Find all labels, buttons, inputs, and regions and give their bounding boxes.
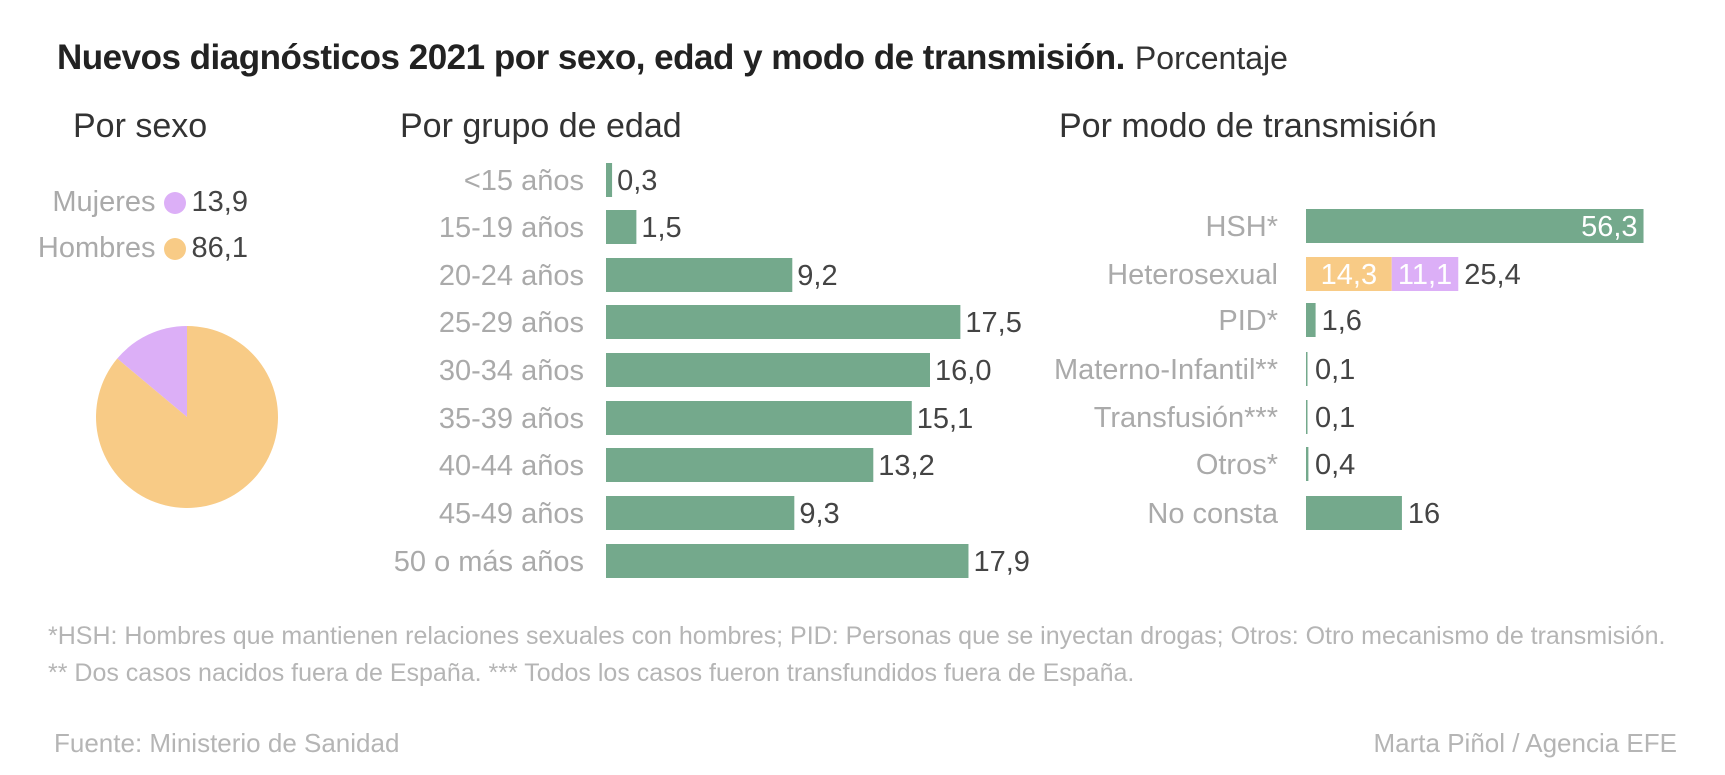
age-value-label: 1,5 — [641, 212, 681, 244]
transmission-bar-segment — [1306, 303, 1316, 337]
transmission-bar-segment — [1306, 209, 1644, 243]
transmission-category-label: Heterosexual — [1107, 259, 1278, 291]
legend-label: Hombres — [37, 232, 156, 264]
transmission-category-label: Materno-Infantil** — [1054, 354, 1278, 386]
age-bar — [606, 305, 961, 339]
age-bar — [606, 401, 912, 435]
transmission-value-label: 0,1 — [1315, 402, 1355, 434]
chart-title-unit: Porcentaje — [1134, 40, 1288, 76]
source-note: Fuente: Ministerio de Sanidad — [54, 728, 400, 758]
bar-charts: <15 años 0,3 15-19 años 1,5 20-24 años 9,2 25-… — [394, 163, 1644, 578]
age-bar — [606, 210, 637, 244]
transmission-panel-title: Por modo de transmisión — [1059, 107, 1437, 145]
transmission-category-label: No consta — [1147, 498, 1278, 530]
pie-slice-mujeres — [117, 326, 187, 417]
transmission-bar-segment — [1391, 257, 1459, 291]
transmission-value-label: 56,3 — [1581, 211, 1637, 243]
note-line-1: *HSH: Hombres que mantienen relaciones s… — [48, 622, 1666, 650]
sex-panel-title: Por sexo — [73, 107, 208, 145]
age-category-label: 25-29 años — [439, 307, 584, 339]
legend-value: 13,9 — [191, 186, 248, 218]
age-bar — [606, 448, 874, 482]
age-value-label: 17,9 — [973, 546, 1029, 578]
transmission-bar-segment — [1306, 352, 1308, 386]
age-bar — [606, 544, 969, 578]
age-category-label: 45-49 años — [439, 498, 584, 530]
transmission-category-label: HSH* — [1205, 211, 1278, 243]
chart-title: Nuevos diagnósticos 2021 por sexo, edad … — [57, 38, 1288, 78]
transmission-value-label: 0,1 — [1315, 354, 1355, 386]
age-value-label: 9,3 — [799, 498, 839, 530]
age-bar — [606, 496, 795, 530]
transmission-bar-segment — [1306, 400, 1308, 434]
chart-notes: *HSH: Hombres que mantienen relaciones s… — [48, 618, 1665, 692]
age-category-label: 20-24 años — [439, 260, 584, 292]
segment-value-label: 14,3 — [1321, 259, 1377, 291]
transmission-bar-segment — [1306, 257, 1392, 291]
age-value-label: 0,3 — [617, 165, 657, 197]
transmission-value-label: 0,4 — [1315, 449, 1355, 481]
transmission-bar-segment — [1306, 447, 1309, 481]
age-value-label: 16,0 — [935, 355, 991, 387]
age-value-label: 13,2 — [878, 450, 934, 482]
transmission-value-label: 1,6 — [1322, 305, 1362, 337]
legend-item-mujeres: Mujeres 13,9 — [52, 186, 248, 219]
age-bar — [606, 353, 930, 387]
age-category-label: 40-44 años — [439, 450, 584, 482]
transmission-value-label: 25,4 — [1464, 259, 1520, 291]
legend-value: 86,1 — [191, 232, 248, 264]
legend-swatch — [163, 237, 186, 260]
age-bar — [606, 163, 613, 197]
transmission-value-label: 16 — [1408, 498, 1440, 530]
legend-label: Mujeres — [52, 186, 156, 218]
transmission-category-label: Otros* — [1196, 449, 1278, 481]
age-panel-title: Por grupo de edad — [400, 107, 682, 145]
age-value-label: 15,1 — [917, 403, 973, 435]
age-category-label: 15-19 años — [439, 212, 584, 244]
age-value-label: 9,2 — [797, 260, 837, 292]
age-value-label: 17,5 — [965, 307, 1021, 339]
transmission-category-label: Transfusión*** — [1094, 402, 1278, 434]
age-category-label: 50 o más años — [394, 546, 584, 578]
age-category-label: <15 años — [464, 165, 584, 197]
transmission-category-label: PID* — [1218, 305, 1278, 337]
chart-title-main: Nuevos diagnósticos 2021 por sexo, edad … — [57, 38, 1125, 77]
legend-item-hombres: Hombres 86,1 — [38, 232, 248, 265]
segment-value-label: 11,1 — [1398, 259, 1452, 291]
note-line-2: ** Dos casos nacidos fuera de España. **… — [48, 659, 1135, 687]
sex-pie-chart — [96, 326, 279, 508]
author-credit: Marta Piñol / Agencia EFE — [1373, 728, 1677, 758]
age-bar — [606, 258, 793, 292]
transmission-bar-segment — [1306, 496, 1402, 530]
age-category-label: 35-39 años — [439, 403, 584, 435]
legend-swatch — [163, 191, 186, 214]
pie-slice-hombres — [96, 326, 279, 508]
age-category-label: 30-34 años — [439, 355, 584, 387]
